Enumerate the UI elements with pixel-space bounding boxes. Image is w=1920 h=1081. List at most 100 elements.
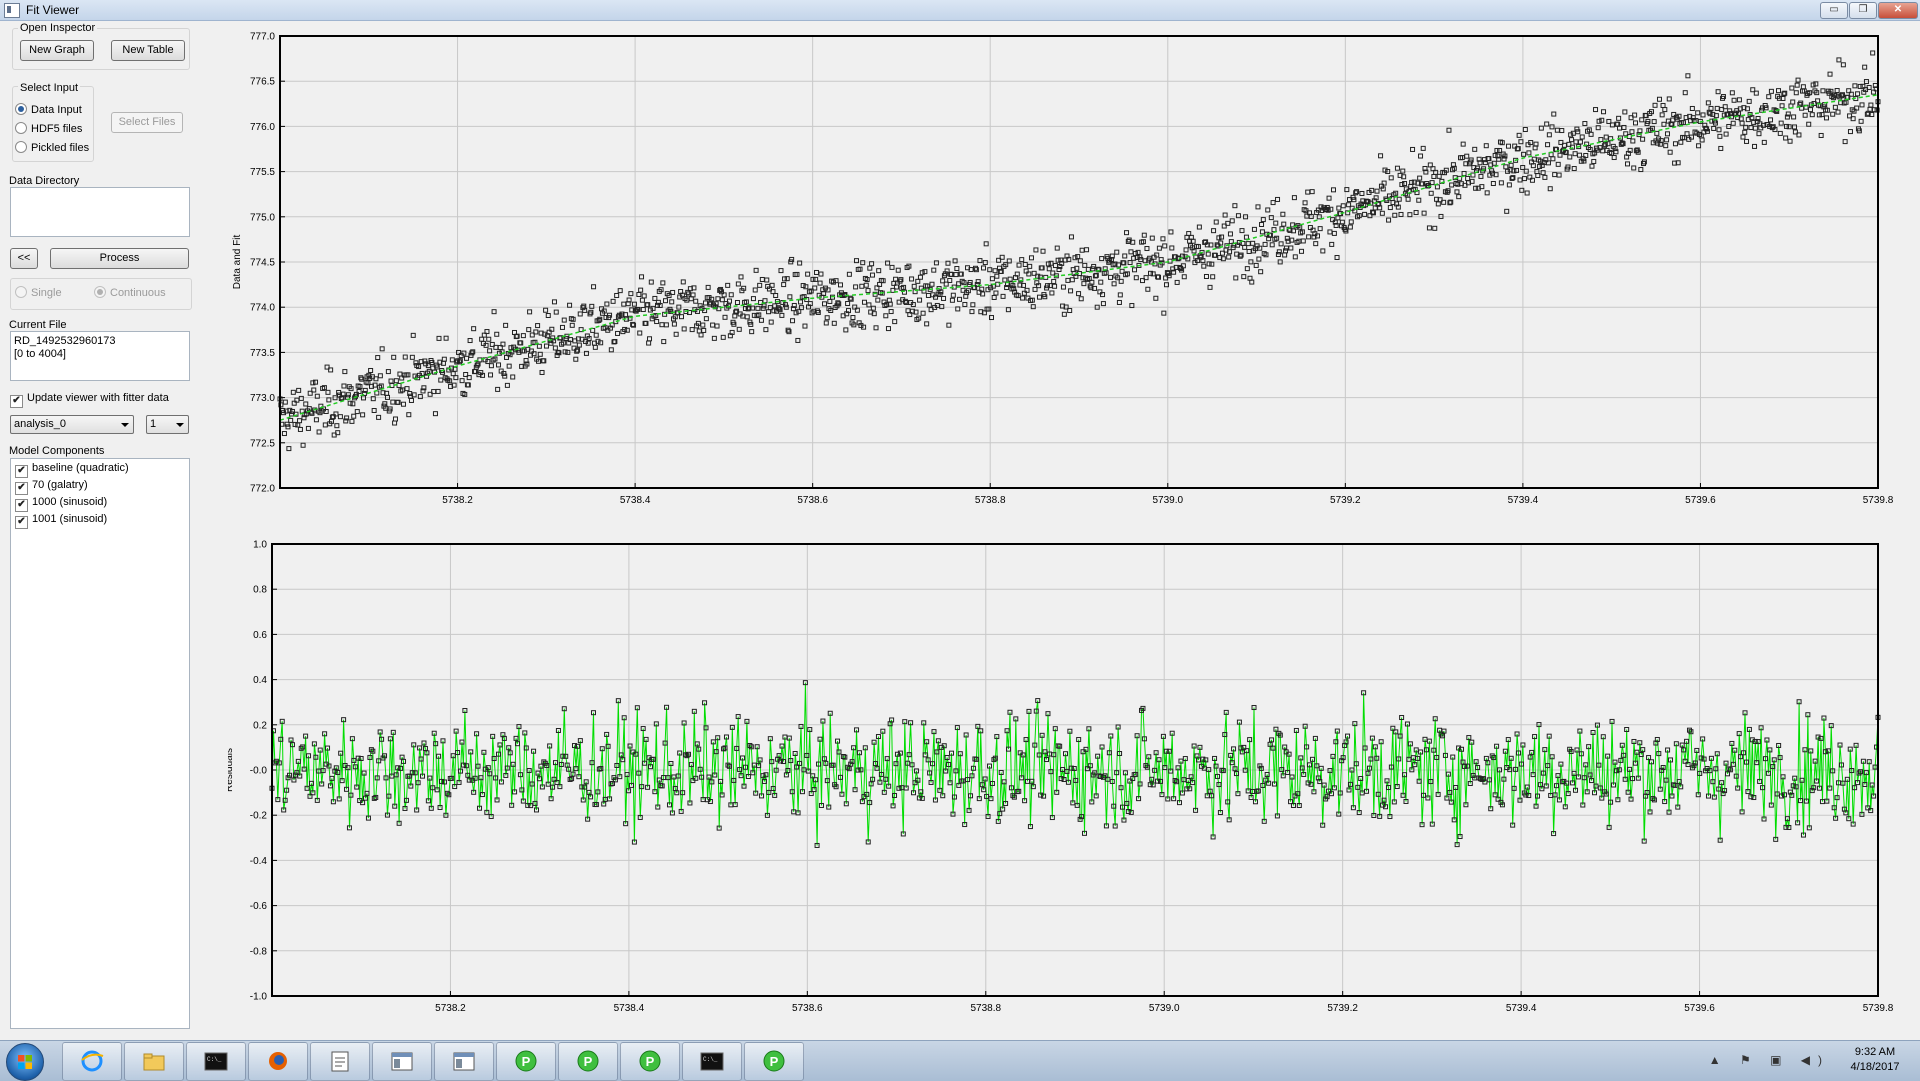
data-point bbox=[1588, 131, 1594, 137]
residual-point bbox=[1562, 804, 1568, 810]
residual-point bbox=[332, 768, 338, 774]
start-button[interactable] bbox=[6, 1043, 44, 1081]
data-point bbox=[1381, 180, 1387, 186]
taskbar-button[interactable] bbox=[372, 1042, 432, 1081]
data-point bbox=[1649, 125, 1655, 131]
new-graph-button[interactable]: New Graph bbox=[20, 40, 94, 61]
residual-point bbox=[276, 760, 282, 766]
clock-time: 9:32 AM bbox=[1854, 1046, 1896, 1058]
taskbar-button[interactable]: P bbox=[744, 1042, 804, 1081]
residual-point bbox=[1388, 764, 1394, 770]
residual-point bbox=[827, 710, 833, 716]
data-point bbox=[1863, 79, 1869, 85]
residuals-chart[interactable]: 5738.2 5738.4 5738.6 5738.8 5739.0 5739.2 5739… bbox=[228, 534, 1908, 1015]
data-fit-chart[interactable]: 5738.2 5738.4 5738.6 5738.8 5739.0 5739.2 5739… bbox=[228, 26, 1908, 516]
residual-point bbox=[1048, 769, 1054, 775]
taskbar-button[interactable]: P bbox=[558, 1042, 618, 1081]
data-point bbox=[492, 356, 498, 362]
data-fit-plot[interactable]: 5738.2 5738.4 5738.6 5738.8 5739.0 5739.2 5739… bbox=[228, 26, 1908, 516]
taskbar-button[interactable]: P bbox=[496, 1042, 556, 1081]
select-files-button[interactable]: Select Files bbox=[111, 112, 183, 133]
data-point bbox=[1447, 200, 1453, 206]
data-point bbox=[1753, 90, 1759, 96]
residual-point bbox=[406, 773, 412, 779]
system-tray[interactable]: ▲ ⚑ ▣ ◀) bbox=[1708, 1053, 1830, 1067]
radio-pickled-files[interactable]: Pickled files bbox=[15, 141, 89, 155]
data-point bbox=[1731, 97, 1737, 103]
maximize-button[interactable]: ❐ bbox=[1849, 2, 1877, 19]
residual-point bbox=[1387, 814, 1393, 820]
radio-single[interactable]: Single bbox=[15, 286, 62, 300]
model-components-list[interactable]: ✔ baseline (quadratic) ✔ 70 (galatry) ✔ 100… bbox=[10, 458, 190, 1029]
residual-point bbox=[835, 738, 841, 744]
residual-point bbox=[1226, 817, 1232, 823]
residual-point bbox=[1153, 750, 1159, 756]
residual-point bbox=[573, 766, 579, 772]
data-point bbox=[1802, 112, 1808, 118]
radio-continuous[interactable]: Continuous bbox=[94, 286, 166, 300]
residual-point bbox=[865, 839, 871, 845]
index-select[interactable]: 1 bbox=[146, 415, 189, 434]
current-file-field[interactable]: RD_1492532960173 [0 to 4004] bbox=[10, 331, 190, 381]
residual-point bbox=[1473, 759, 1479, 765]
taskbar-button[interactable] bbox=[434, 1042, 494, 1081]
data-point bbox=[824, 315, 830, 321]
data-point bbox=[1567, 154, 1573, 160]
data-point bbox=[845, 300, 851, 306]
update-viewer-checkbox[interactable]: ✔ Update viewer with fitter data bbox=[10, 392, 169, 408]
back-button[interactable]: << bbox=[10, 248, 38, 269]
taskbar-button[interactable]: C:\_ bbox=[186, 1042, 246, 1081]
residual-point bbox=[563, 753, 569, 759]
residual-point bbox=[668, 761, 674, 767]
taskbar-button[interactable]: P bbox=[620, 1042, 680, 1081]
residual-point bbox=[1302, 723, 1308, 729]
data-point bbox=[1224, 243, 1230, 249]
list-item[interactable]: ✔ baseline (quadratic) bbox=[15, 461, 185, 478]
data-point bbox=[1024, 287, 1030, 293]
taskbar-button[interactable] bbox=[62, 1042, 122, 1081]
residual-point bbox=[436, 753, 442, 759]
list-item[interactable]: ✔ 1001 (sinusoid) bbox=[15, 512, 185, 529]
data-point bbox=[583, 350, 589, 356]
residual-point bbox=[1369, 735, 1375, 741]
radio-hdf5-files[interactable]: HDF5 files bbox=[15, 122, 82, 136]
data-point bbox=[1237, 253, 1243, 259]
taskbar-button[interactable] bbox=[248, 1042, 308, 1081]
data-directory-label: Data Directory bbox=[9, 175, 80, 187]
data-point bbox=[748, 321, 754, 327]
data-directory-field[interactable] bbox=[10, 187, 190, 237]
clock[interactable]: 9:32 AM 4/18/2017 bbox=[1840, 1045, 1910, 1075]
data-point bbox=[1030, 304, 1036, 310]
new-table-button[interactable]: New Table bbox=[111, 40, 185, 61]
residual-point bbox=[1301, 771, 1307, 777]
data-point bbox=[1718, 145, 1724, 151]
data-point bbox=[309, 410, 315, 416]
radio-data-input[interactable]: Data Input bbox=[15, 103, 82, 117]
close-button[interactable]: ✕ bbox=[1878, 2, 1918, 19]
residual-point bbox=[1865, 805, 1871, 811]
taskbar-button[interactable]: C:\_ bbox=[682, 1042, 742, 1081]
data-point bbox=[1778, 120, 1784, 126]
minimize-button[interactable]: ▭ bbox=[1820, 2, 1848, 19]
list-item[interactable]: ✔ 70 (galatry) bbox=[15, 478, 185, 495]
process-button[interactable]: Process bbox=[50, 248, 189, 269]
residual-point bbox=[1783, 824, 1789, 830]
residual-point bbox=[1159, 792, 1165, 798]
data-point bbox=[311, 387, 317, 393]
data-point bbox=[1235, 213, 1241, 219]
taskbar-button[interactable] bbox=[124, 1042, 184, 1081]
data-point bbox=[1140, 239, 1146, 245]
residual-point bbox=[1494, 743, 1500, 749]
residual-point bbox=[687, 800, 693, 806]
analysis-select[interactable]: analysis_0 bbox=[10, 415, 134, 434]
residual-point bbox=[1349, 767, 1355, 773]
residual-point bbox=[652, 789, 658, 795]
taskbar-button[interactable] bbox=[310, 1042, 370, 1081]
list-item[interactable]: ✔ 1000 (sinusoid) bbox=[15, 495, 185, 512]
residuals-plot[interactable]: 5738.2 5738.4 5738.6 5738.8 5739.0 5739.2 5739… bbox=[228, 534, 1908, 1015]
data-point bbox=[1680, 120, 1686, 126]
fit-line bbox=[279, 94, 1879, 421]
data-point bbox=[716, 306, 722, 312]
data-point bbox=[681, 326, 687, 332]
data-point bbox=[1594, 147, 1600, 153]
